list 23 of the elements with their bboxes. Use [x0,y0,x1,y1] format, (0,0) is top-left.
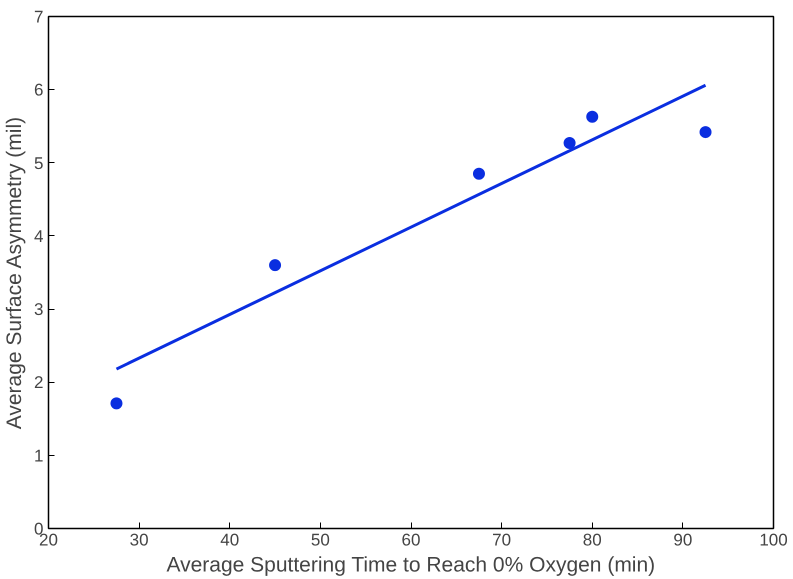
y-tick-label: 6 [34,80,44,100]
x-tick-label: 60 [402,530,420,550]
x-axis-title: Average Sputtering Time to Reach 0% Oxygen (min) [166,554,656,576]
x-tick-label: 100 [759,530,788,550]
y-axis-title: Average Surface Asymmetry (mil) [3,116,26,430]
y-tick-label: 4 [34,226,44,246]
y-tick-label: 7 [34,8,44,26]
point [472,168,485,180]
point [586,110,598,123]
point [700,126,712,138]
point [110,397,122,410]
y-tick-label: 5 [34,154,44,173]
point [564,137,576,150]
y-tick-label: 3 [34,300,44,320]
x-tick-label: 90 [673,530,692,550]
x-tick-label: 70 [492,530,512,550]
x-tick-label: 50 [310,530,330,550]
x-tick-label: 30 [130,530,149,550]
point [269,259,282,272]
y-tick-label: 2 [34,373,44,392]
x-tick-label: 80 [582,530,602,550]
x-tick-label: 40 [220,530,240,550]
y-tick-label: 1 [34,446,44,466]
